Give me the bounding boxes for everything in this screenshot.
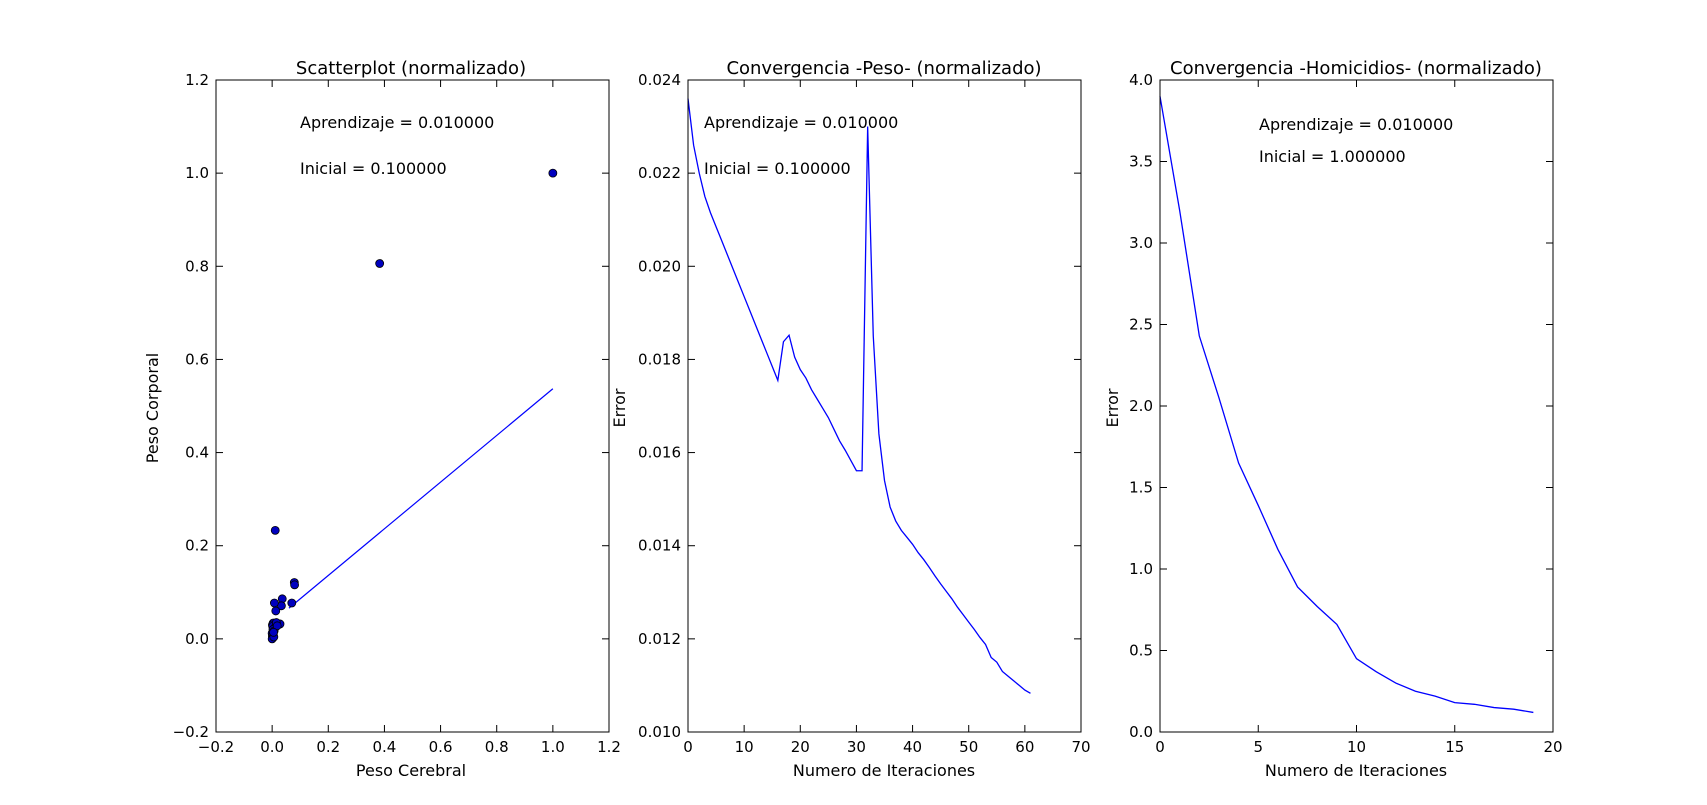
homicides-title: Convergencia -Homicidios- (normalizado) <box>1170 58 1542 79</box>
scatter-xtick-label: 0.8 <box>485 738 509 756</box>
homicides-axes-frame <box>1159 79 1554 733</box>
homicides-marks <box>1159 96 1534 714</box>
scatter-xlabel: Peso Cerebral <box>356 761 466 780</box>
scatter-ytick-label: −0.2 <box>173 723 209 741</box>
scatter-ytick-label: 0.8 <box>185 257 209 275</box>
scatter-annotation-aprendizaje: Aprendizaje = 0.010000 <box>300 113 494 132</box>
weight-ytick-label: 0.022 <box>638 164 681 182</box>
scatter-ytick-label: 0.2 <box>185 537 209 555</box>
scatter-ytick-label: 1.2 <box>185 71 209 89</box>
convergence-weight-panel: Convergencia -Peso- (normalizado) Numero… <box>610 58 1091 780</box>
weight-xlabel: Numero de Iteraciones <box>793 761 975 780</box>
homicides-series-line <box>1159 96 1534 714</box>
weight-annotation-inicial: Inicial = 0.100000 <box>704 159 851 178</box>
scatter-ytick-label: 0.4 <box>185 444 209 462</box>
scatter-panel: Scatterplot (normalizado) Peso Cerebral … <box>143 58 621 780</box>
weight-xtick-label: 0 <box>683 738 693 756</box>
weight-xtick-label: 20 <box>791 738 810 756</box>
homicides-xtick-label: 0 <box>1155 738 1165 756</box>
scatter-point <box>271 606 281 616</box>
homicides-ytick-label: 2.5 <box>1129 316 1153 334</box>
scatter-xtick-label: 0.2 <box>316 738 340 756</box>
scatter-point <box>270 525 280 535</box>
scatter-point <box>375 259 385 268</box>
scatter-point <box>272 621 282 631</box>
scatter-point <box>290 580 300 590</box>
weight-ytick-label: 0.018 <box>638 350 681 368</box>
scatter-xtick-label: 0.0 <box>260 738 284 756</box>
scatter-xtick-label: 1.0 <box>541 738 565 756</box>
homicides-ytick-label: 3.0 <box>1129 234 1153 252</box>
homicides-xtick-label: 20 <box>1543 738 1562 756</box>
homicides-xtick-label: 5 <box>1253 738 1263 756</box>
scatter-point <box>269 598 279 608</box>
weight-ytick-label: 0.016 <box>638 444 681 462</box>
homicides-annotation-inicial: Inicial = 1.000000 <box>1259 147 1406 166</box>
weight-ytick-label: 0.012 <box>638 630 681 648</box>
homicides-ytick-label: 0.5 <box>1129 642 1153 660</box>
scatter-ytick-label: 1.0 <box>185 164 209 182</box>
weight-axes-frame <box>687 79 1082 733</box>
weight-xtick-label: 60 <box>1015 738 1034 756</box>
scatter-xtick-label: −0.2 <box>198 738 234 756</box>
homicides-ytick-label: 0.0 <box>1129 723 1153 741</box>
homicides-ytick-label: 4.0 <box>1129 71 1153 89</box>
homicides-annotation-aprendizaje: Aprendizaje = 0.010000 <box>1259 115 1453 134</box>
scatter-ylabel: Peso Corporal <box>143 353 162 463</box>
scatter-axes-frame <box>215 79 610 733</box>
homicides-ticks: 0 5 10 15 20 0.0 0.5 1.0 1.5 2.0 2.5 3.0 3.5 4.0 <box>1129 71 1562 756</box>
weight-xtick-label: 50 <box>959 738 978 756</box>
weight-series-line <box>687 98 1031 694</box>
homicides-ytick-label: 3.5 <box>1129 153 1153 171</box>
homicides-xlabel: Numero de Iteraciones <box>1265 761 1447 780</box>
scatter-ytick-label: 0.0 <box>185 630 209 648</box>
scatter-fit-line <box>288 388 554 609</box>
scatter-annotation-inicial: Inicial = 0.100000 <box>300 159 447 178</box>
convergence-homicides-panel: Convergencia -Homicidios- (normalizado) … <box>1103 58 1563 780</box>
homicides-xtick-label: 15 <box>1445 738 1464 756</box>
scatter-xtick-label: 1.2 <box>597 738 621 756</box>
homicides-ytick-label: 2.0 <box>1129 397 1153 415</box>
weight-ticks: 0 10 20 30 40 50 60 70 0.010 0.012 0.014 0.016 0.018… <box>638 71 1091 756</box>
weight-ytick-label: 0.024 <box>638 71 681 89</box>
scatter-point <box>269 627 278 637</box>
homicides-ytick-label: 1.5 <box>1129 479 1153 497</box>
weight-ylabel: Error <box>610 388 629 427</box>
homicides-xtick-label: 10 <box>1347 738 1366 756</box>
scatter-xtick-label: 0.4 <box>372 738 396 756</box>
homicides-ylabel: Error <box>1103 388 1122 427</box>
scatter-ticks: −0.2 0.0 0.2 0.4 0.6 0.8 1.0 1.2 −0.2 0.0 0.2 0.4 0.… <box>173 71 621 756</box>
scatter-ytick-label: 0.6 <box>185 350 209 368</box>
scatter-point <box>548 168 558 178</box>
weight-annotation-aprendizaje: Aprendizaje = 0.010000 <box>704 113 898 132</box>
weight-ytick-label: 0.010 <box>638 723 681 741</box>
weight-xtick-label: 70 <box>1071 738 1090 756</box>
scatter-point <box>287 598 297 608</box>
weight-marks <box>687 98 1031 694</box>
weight-ytick-label: 0.014 <box>638 537 681 555</box>
weight-xtick-label: 30 <box>847 738 866 756</box>
weight-ytick-label: 0.020 <box>638 257 681 275</box>
weight-xtick-label: 40 <box>903 738 922 756</box>
scatter-title: Scatterplot (normalizado) <box>296 58 526 79</box>
scatter-marks <box>267 168 558 644</box>
homicides-ytick-label: 1.0 <box>1129 560 1153 578</box>
scatter-xtick-label: 0.6 <box>429 738 453 756</box>
weight-title: Convergencia -Peso- (normalizado) <box>726 58 1041 79</box>
weight-xtick-label: 10 <box>735 738 754 756</box>
